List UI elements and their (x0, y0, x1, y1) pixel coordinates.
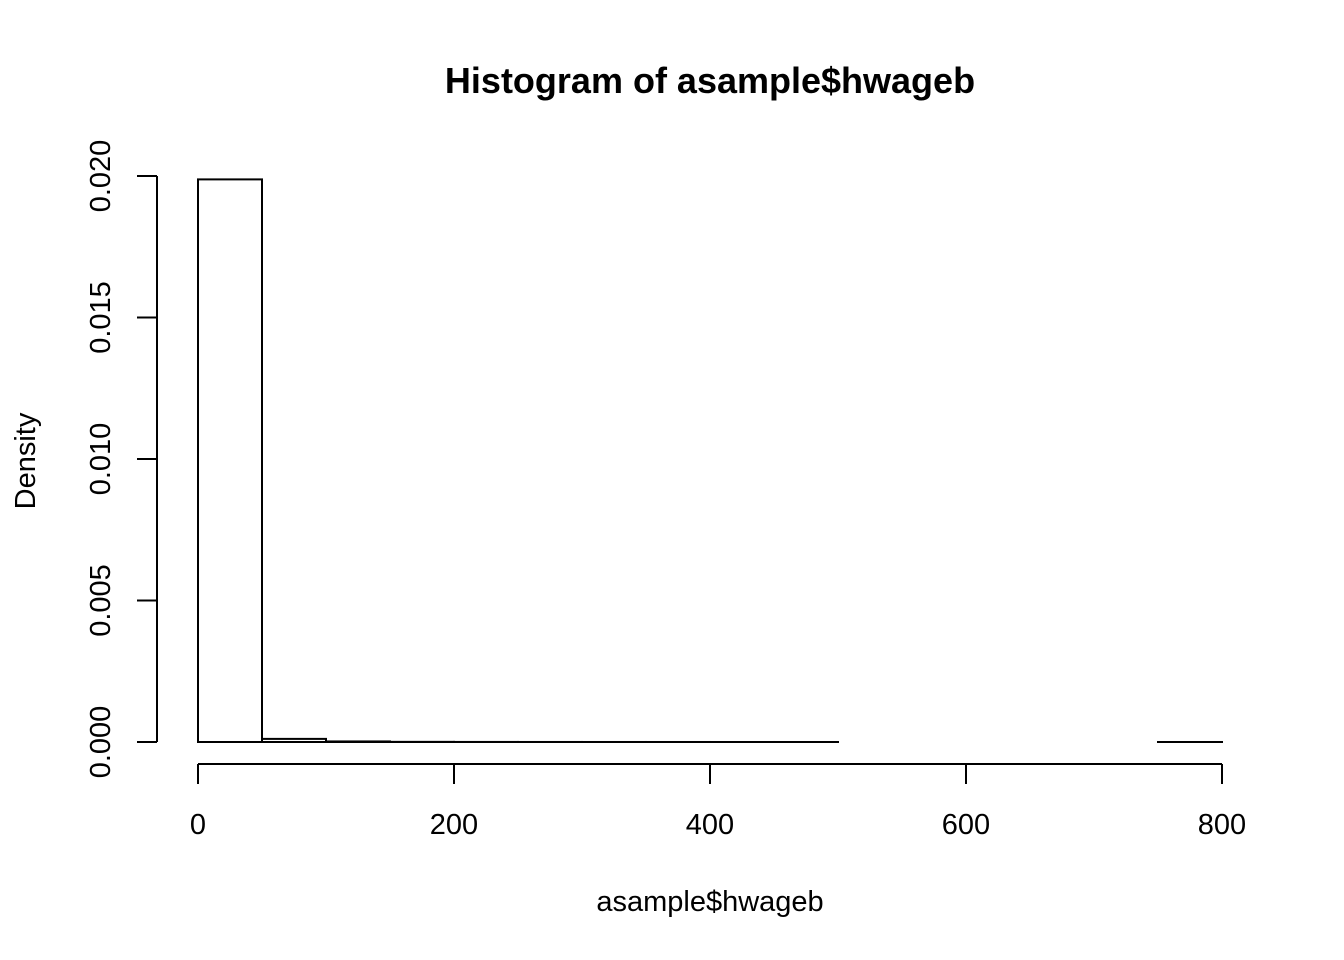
x-axis: 0 200 400 600 800 (190, 764, 1246, 841)
x-tick-label: 800 (1198, 809, 1246, 841)
x-axis-label: asample$hwageb (596, 886, 823, 918)
y-axis: 0.000 0.005 0.010 0.015 0.020 (85, 140, 157, 779)
y-tick-label: 0.010 (85, 423, 117, 496)
y-tick-label: 0.005 (85, 564, 117, 637)
x-tick-label: 600 (942, 809, 990, 841)
x-tick-label: 200 (430, 809, 478, 841)
y-tick-label: 0.000 (85, 706, 117, 779)
y-axis-label: Density (10, 412, 42, 509)
y-tick-label: 0.020 (85, 140, 117, 213)
histogram-bar (198, 179, 262, 742)
y-tick-label: 0.015 (85, 281, 117, 354)
histogram-bar (326, 741, 390, 742)
chart-title: Histogram of asample$hwageb (445, 60, 975, 101)
x-tick-label: 0 (190, 809, 206, 841)
histogram-bar (262, 739, 326, 742)
histogram-bars (198, 179, 1222, 742)
x-tick-label: 400 (686, 809, 734, 841)
